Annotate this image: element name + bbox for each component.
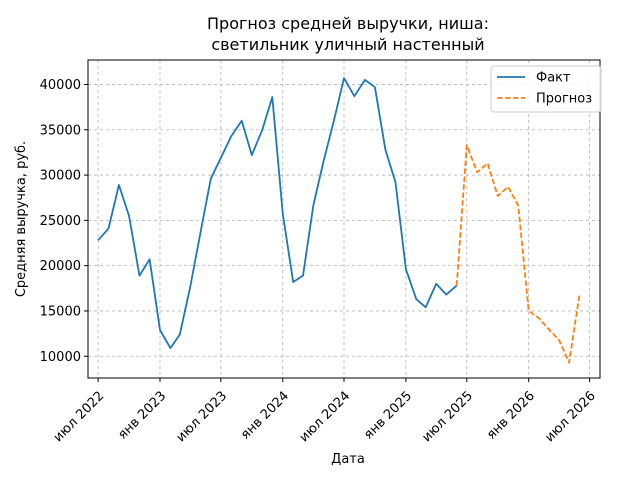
x-tick-label: июл 2025 <box>420 389 477 446</box>
x-axis-label: Дата <box>331 452 365 467</box>
y-tick-label: 20000 <box>40 259 81 274</box>
y-tick-label: 35000 <box>40 123 81 138</box>
chart-title-line-2: светильник уличный настенный <box>211 35 484 54</box>
x-tick-label: июл 2024 <box>297 389 354 446</box>
series-lines <box>97 77 581 364</box>
y-tick-label: 10000 <box>40 350 81 365</box>
y-tick-label: 30000 <box>40 169 81 184</box>
y-tick-label: 40000 <box>40 78 81 93</box>
y-tick-label: 15000 <box>40 304 81 319</box>
x-tick-label: янв 2023 <box>115 389 169 443</box>
x-tick-label: июл 2022 <box>51 389 108 446</box>
y-axis-ticks: 10000 15000 20000 25000 30000 35000 40000 <box>40 78 88 365</box>
series-line-1 <box>455 144 581 364</box>
x-tick-label: янв 2024 <box>238 389 292 443</box>
chart-title-line-1: Прогноз средней выручки, ниша: <box>207 14 489 33</box>
x-tick-label: июл 2023 <box>174 389 231 446</box>
legend: Факт Прогноз <box>490 65 602 113</box>
x-axis-ticks: июл 2022 янв 2023 июл 2023 янв 2024 июл 2024… <box>51 378 599 445</box>
legend-label-forecast: Прогноз <box>536 92 592 107</box>
series-line-0 <box>97 77 458 350</box>
x-tick-label: янв 2026 <box>484 389 538 443</box>
x-tick-label: июл 2026 <box>542 389 599 446</box>
y-axis-label: Средняя выручка, руб. <box>14 141 29 297</box>
legend-label-fact: Факт <box>536 71 571 86</box>
x-tick-label: янв 2025 <box>361 389 415 443</box>
y-tick-label: 25000 <box>40 214 81 229</box>
